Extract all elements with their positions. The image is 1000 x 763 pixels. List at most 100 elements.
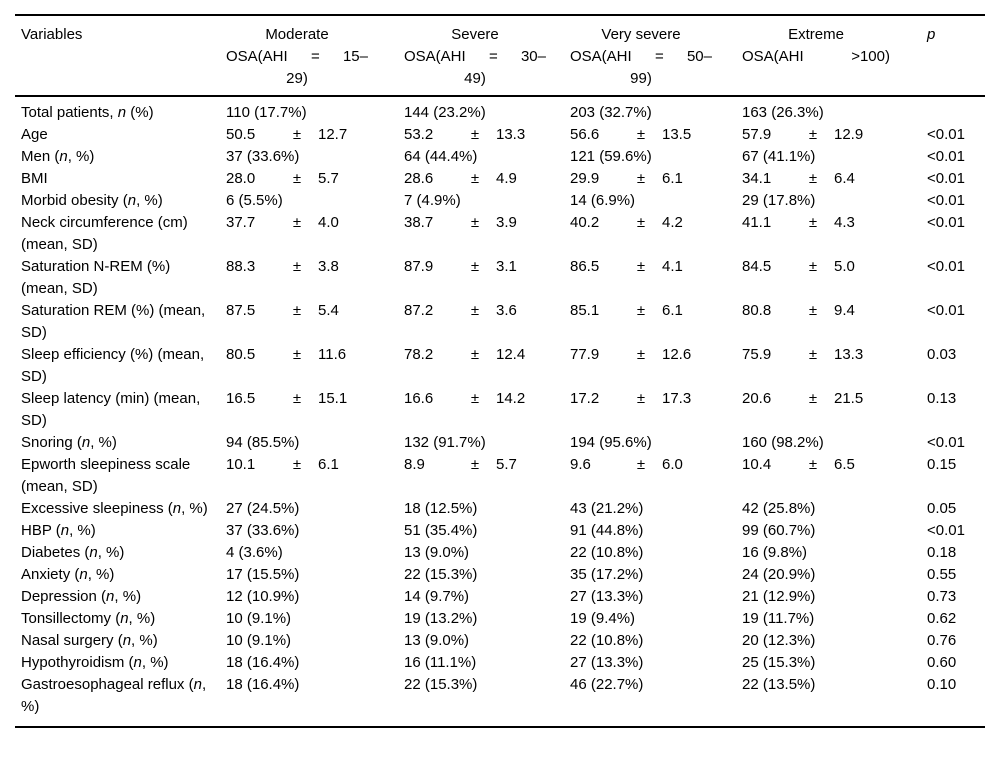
moderate-value-cell: 27 (24.5%) xyxy=(226,500,300,517)
col-header-extreme-title: Extreme xyxy=(788,26,844,43)
very-severe-value-cell: 46 (22.7%) xyxy=(570,676,644,693)
very-severe-value-cell: 91 (44.8%) xyxy=(570,522,644,539)
severe-value-cell: 28.6 ±4.9 xyxy=(404,170,517,187)
severe-value-cell: 144 (23.2%) xyxy=(404,104,486,121)
very-severe-value-cell: 40.2 ±4.2 xyxy=(570,214,683,231)
variable-label-cell: Tonsillectomy (n, %) xyxy=(21,610,156,627)
very-severe-value-cell: 17.2 ±17.3 xyxy=(570,390,692,407)
p-value-cell: 0.18 xyxy=(927,544,957,561)
table-row: Nasal surgery (n, %) 10 (9.1%) 13 (9.0%)… xyxy=(15,630,985,652)
extreme-value-cell: 10.4 ±6.5 xyxy=(742,456,855,473)
variable-label-cell: Gastroesophageal reflux (n, %) xyxy=(21,676,207,715)
extreme-value-cell: 20 (12.3%) xyxy=(742,632,816,649)
moderate-value-cell: 80.5 ±11.6 xyxy=(226,346,347,363)
moderate-value-cell: 94 (85.5%) xyxy=(226,434,300,451)
table-header: Variables Moderate OSA(AHI = 15– 29) Sever… xyxy=(15,15,985,96)
col-header-variables: Variables xyxy=(15,15,220,96)
p-value-cell: <0.01 xyxy=(927,302,965,319)
table-row: BMI 28.0 ±5.7 28.6 ±4.9 29.9 ±6.1 34.1 ±6.4 … xyxy=(15,168,985,190)
table-row: Morbid obesity (n, %) 6 (5.5%) 7 (4.9%) … xyxy=(15,190,985,212)
severe-value-cell: 78.2 ±12.4 xyxy=(404,346,526,363)
table-row: Excessive sleepiness (n, %) 27 (24.5%) 1… xyxy=(15,498,985,520)
variable-label-cell: HBP (n, %) xyxy=(21,522,96,539)
moderate-value-cell: 10.1 ±6.1 xyxy=(226,456,339,473)
table-row: Saturation REM (%) (mean, SD) 87.5 ±5.4 8… xyxy=(15,300,985,344)
col-header-very-severe-subtitle: OSA(AHI = 50– xyxy=(570,48,712,65)
osa-severity-table: Variables Moderate OSA(AHI = 15– 29) Sever… xyxy=(15,14,985,728)
extreme-value-cell: 19 (11.7%) xyxy=(742,610,815,627)
table-row: Men (n, %) 37 (33.6%) 64 (44.4%) 121 (59… xyxy=(15,146,985,168)
variable-label-cell: Hypothyroidism (n, %) xyxy=(21,654,169,671)
variable-label-cell: Epworth sleepiness scale (mean, SD) xyxy=(21,456,191,495)
variable-label-cell: Saturation N-REM (%) (mean, SD) xyxy=(21,258,171,297)
col-header-extreme: Extreme OSA(AHI >100) xyxy=(736,15,921,96)
moderate-value-cell: 28.0 ±5.7 xyxy=(226,170,339,187)
col-header-p-value: p xyxy=(921,15,985,96)
col-header-variables-label: Variables xyxy=(21,26,83,43)
variable-label-cell: Neck circumference (cm) (mean, SD) xyxy=(21,214,188,253)
variable-label-cell: Age xyxy=(21,126,48,143)
table-row: Age 50.5 ±12.7 53.2 ±13.3 56.6 ±13.5 57.9 ±1… xyxy=(15,124,985,146)
severe-value-cell: 87.2 ±3.6 xyxy=(404,302,517,319)
severe-value-cell: 19 (13.2%) xyxy=(404,610,478,627)
extreme-value-cell: 75.9 ±13.3 xyxy=(742,346,864,363)
p-value-cell: <0.01 xyxy=(927,192,965,209)
moderate-value-cell: 10 (9.1%) xyxy=(226,632,292,649)
severe-value-cell: 38.7 ±3.9 xyxy=(404,214,517,231)
very-severe-value-cell: 19 (9.4%) xyxy=(570,610,636,627)
moderate-value-cell: 17 (15.5%) xyxy=(226,566,300,583)
table-body: Total patients, n (%) 110 (17.7%) 144 (2… xyxy=(15,96,985,727)
variable-label-cell: Morbid obesity (n, %) xyxy=(21,192,163,209)
severe-value-cell: 51 (35.4%) xyxy=(404,522,478,539)
variable-label-cell: Men (n, %) xyxy=(21,148,95,165)
extreme-value-cell: 160 (98.2%) xyxy=(742,434,824,451)
extreme-value-cell: 25 (15.3%) xyxy=(742,654,816,671)
table-row: Tonsillectomy (n, %) 10 (9.1%) 19 (13.2%… xyxy=(15,608,985,630)
very-severe-value-cell: 27 (13.3%) xyxy=(570,654,644,671)
table-row: Hypothyroidism (n, %) 18 (16.4%) 16 (11.… xyxy=(15,652,985,674)
extreme-value-cell: 80.8 ±9.4 xyxy=(742,302,855,319)
p-value-cell: <0.01 xyxy=(927,214,965,231)
col-header-severe: Severe OSA(AHI = 30– 49) xyxy=(398,15,564,96)
p-value-cell: 0.15 xyxy=(927,456,957,473)
moderate-value-cell: 110 (17.7%) xyxy=(226,104,307,121)
p-value-cell: <0.01 xyxy=(927,434,965,451)
variable-label-cell: Total patients, n (%) xyxy=(21,104,154,121)
moderate-value-cell: 50.5 ±12.7 xyxy=(226,126,348,143)
variable-label-cell: Anxiety (n, %) xyxy=(21,566,115,583)
p-value-cell: 0.55 xyxy=(927,566,957,583)
severe-value-cell: 22 (15.3%) xyxy=(404,676,478,693)
p-value-cell: 0.03 xyxy=(927,346,957,363)
severe-value-cell: 18 (12.5%) xyxy=(404,500,478,517)
extreme-value-cell: 99 (60.7%) xyxy=(742,522,816,539)
very-severe-value-cell: 29.9 ±6.1 xyxy=(570,170,683,187)
very-severe-value-cell: 203 (32.7%) xyxy=(570,104,652,121)
very-severe-value-cell: 22 (10.8%) xyxy=(570,544,644,561)
p-value-cell: <0.01 xyxy=(927,258,965,275)
p-value-cell xyxy=(921,96,985,124)
extreme-value-cell: 67 (41.1%) xyxy=(742,148,816,165)
very-severe-value-cell: 14 (6.9%) xyxy=(570,192,636,209)
table-row: Neck circumference (cm) (mean, SD) 37.7 ±… xyxy=(15,212,985,256)
very-severe-value-cell: 85.1 ±6.1 xyxy=(570,302,683,319)
table-row: Gastroesophageal reflux (n, %) 18 (16.4%… xyxy=(15,674,985,727)
p-value-cell: 0.76 xyxy=(927,632,957,649)
table-row: Sleep efficiency (%) (mean, SD) 80.5 ±11.… xyxy=(15,344,985,388)
very-severe-value-cell: 43 (21.2%) xyxy=(570,500,644,517)
variable-label-cell: Sleep latency (min) (mean, SD) xyxy=(21,390,201,429)
variable-label-cell: Depression (n, %) xyxy=(21,588,142,605)
extreme-value-cell: 57.9 ±12.9 xyxy=(742,126,864,143)
moderate-value-cell: 4 (3.6%) xyxy=(226,544,283,561)
variable-label-cell: Sleep efficiency (%) (mean, SD) xyxy=(21,346,205,385)
severe-value-cell: 8.9 ±5.7 xyxy=(404,456,517,473)
severe-value-cell: 7 (4.9%) xyxy=(404,192,461,209)
severe-value-cell: 16 (11.1%) xyxy=(404,654,477,671)
p-value-cell: 0.10 xyxy=(927,676,957,693)
p-value-cell: 0.60 xyxy=(927,654,957,671)
very-severe-value-cell: 27 (13.3%) xyxy=(570,588,644,605)
table-row: Anxiety (n, %) 17 (15.5%) 22 (15.3%) 35 … xyxy=(15,564,985,586)
extreme-value-cell: 20.6 ±21.5 xyxy=(742,390,864,407)
col-header-severe-range-end: 49) xyxy=(464,70,486,87)
very-severe-value-cell: 121 (59.6%) xyxy=(570,148,652,165)
extreme-value-cell: 42 (25.8%) xyxy=(742,500,816,517)
